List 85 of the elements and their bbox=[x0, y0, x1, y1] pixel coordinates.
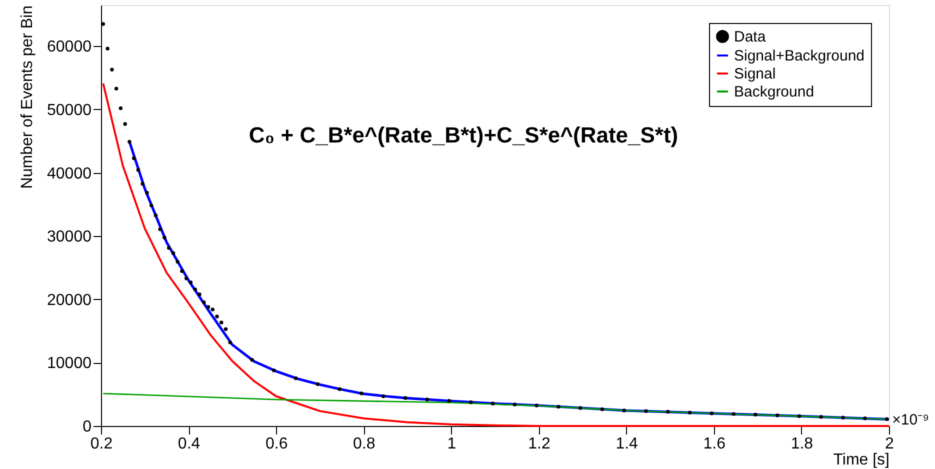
x-tick-label: 1.6 bbox=[703, 436, 726, 452]
point bbox=[884, 417, 889, 422]
point bbox=[272, 368, 276, 372]
x-tick-label: 1.2 bbox=[528, 436, 550, 452]
point bbox=[469, 400, 473, 404]
point bbox=[123, 122, 127, 126]
x-tick-label: 0.2 bbox=[90, 436, 113, 452]
point bbox=[732, 412, 736, 416]
point bbox=[754, 412, 758, 416]
y-axis-title: Number of Events per Bin bbox=[19, 6, 36, 189]
legend-label: Signal+Background bbox=[734, 48, 865, 64]
point bbox=[145, 190, 149, 195]
point bbox=[666, 410, 670, 414]
point bbox=[140, 182, 144, 186]
point bbox=[158, 227, 162, 232]
point bbox=[294, 376, 298, 380]
point bbox=[210, 308, 215, 312]
x-tick-label: 1.4 bbox=[616, 436, 638, 452]
point bbox=[819, 414, 824, 419]
legend-label: Signal bbox=[734, 66, 776, 82]
point bbox=[534, 404, 538, 408]
x-tick-label: 1.8 bbox=[790, 436, 814, 452]
point bbox=[171, 251, 176, 256]
line-series bbox=[102, 392, 890, 420]
point bbox=[184, 276, 188, 280]
point bbox=[202, 300, 206, 304]
y-tick-label: 10000 bbox=[47, 355, 92, 372]
point bbox=[490, 402, 495, 406]
point bbox=[176, 260, 180, 264]
point bbox=[118, 106, 123, 110]
point bbox=[578, 406, 582, 410]
point bbox=[622, 408, 626, 412]
point bbox=[360, 392, 364, 396]
legend-label: Data bbox=[734, 28, 766, 46]
point bbox=[198, 292, 202, 296]
point bbox=[447, 399, 451, 403]
point bbox=[154, 214, 158, 218]
point bbox=[215, 314, 219, 318]
point bbox=[381, 394, 386, 398]
point bbox=[403, 396, 408, 400]
point bbox=[797, 414, 802, 418]
point bbox=[106, 46, 110, 51]
point bbox=[841, 416, 845, 420]
point bbox=[162, 236, 166, 240]
annotation: C₀ + C_B*e^(Rate_B*t)+C_S*e^(Rate_S*t) bbox=[248, 122, 678, 148]
point bbox=[644, 409, 648, 413]
point bbox=[316, 382, 320, 386]
point bbox=[710, 411, 714, 416]
point bbox=[425, 398, 430, 402]
point bbox=[338, 387, 342, 391]
point bbox=[250, 358, 254, 362]
point bbox=[166, 246, 171, 250]
x-tick-label: 0.4 bbox=[178, 436, 200, 452]
point bbox=[224, 327, 228, 332]
point bbox=[128, 140, 132, 144]
point bbox=[228, 340, 232, 344]
y-tick-label: 60000 bbox=[47, 38, 92, 56]
point bbox=[688, 410, 692, 414]
point bbox=[180, 269, 184, 273]
y-tick-label: 30000 bbox=[47, 228, 92, 246]
point bbox=[132, 156, 136, 160]
point bbox=[556, 404, 560, 409]
y-tick-label: 0 bbox=[82, 418, 92, 436]
point bbox=[206, 305, 210, 309]
point bbox=[775, 413, 780, 418]
point bbox=[114, 86, 118, 90]
point bbox=[110, 68, 114, 72]
x-axis-title: Time [s] bbox=[833, 452, 890, 468]
point bbox=[220, 320, 224, 324]
x-tick-label: 2 bbox=[885, 436, 894, 452]
x-tick-label: 1 bbox=[447, 436, 456, 452]
x-tick-label: 0.6 bbox=[265, 436, 288, 452]
text: ×10⁻⁹ bbox=[892, 412, 930, 429]
legend-label: Background bbox=[734, 84, 814, 100]
point bbox=[512, 402, 517, 406]
point bbox=[188, 280, 193, 284]
y-tick-label: 40000 bbox=[47, 165, 92, 182]
x-tick-label: 0.8 bbox=[353, 436, 376, 452]
point bbox=[149, 204, 154, 208]
y-tick-label: 50000 bbox=[47, 102, 92, 119]
point bbox=[136, 168, 140, 172]
point bbox=[863, 416, 867, 420]
point bbox=[600, 407, 604, 412]
point bbox=[193, 287, 197, 292]
y-tick-label: 20000 bbox=[47, 292, 92, 309]
